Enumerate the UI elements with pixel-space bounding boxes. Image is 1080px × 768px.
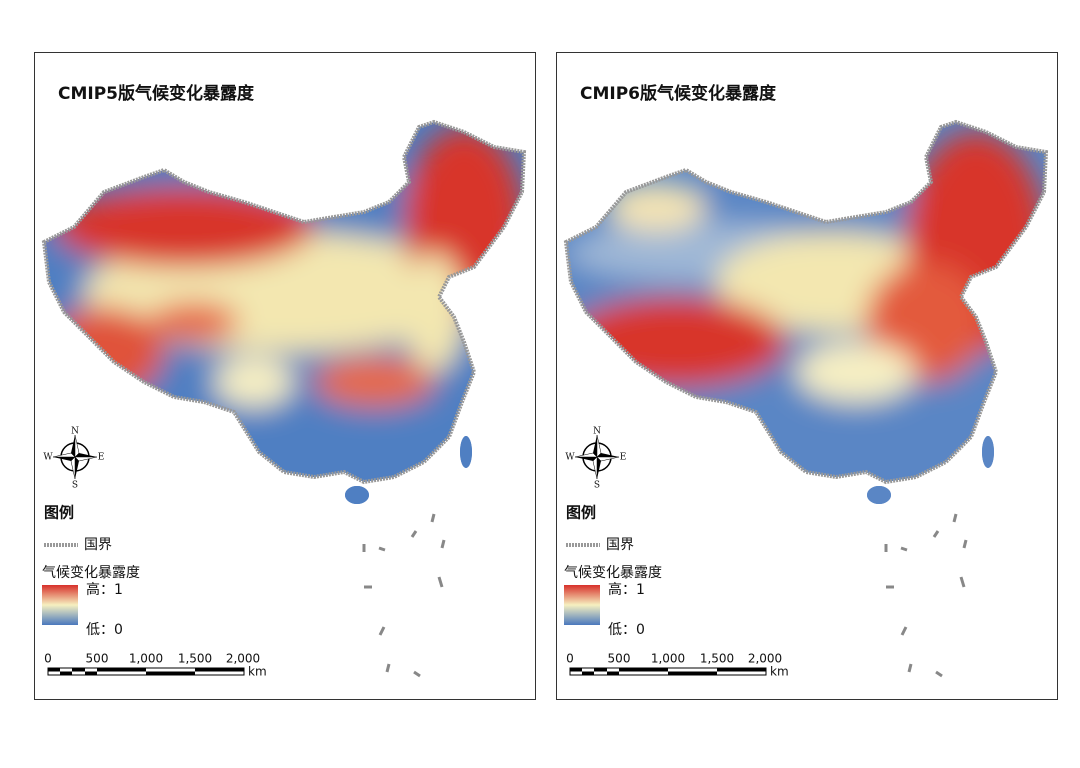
raster-blob <box>796 342 916 402</box>
islands <box>362 513 446 678</box>
compass-letter: E <box>620 453 627 463</box>
compass-letter: W <box>43 453 53 463</box>
legend-border-label: 国界 <box>606 537 634 553</box>
scale-label: 500 <box>86 652 109 666</box>
legend-low: 低：0 <box>608 622 645 638</box>
compass: N S E W <box>43 427 104 491</box>
compass-letter: S <box>72 481 78 491</box>
compass-letter: S <box>594 481 600 491</box>
scale-bar-segment <box>668 671 717 675</box>
scale-unit: km <box>770 665 789 679</box>
compass-letter: N <box>593 427 601 437</box>
legend-gradient <box>564 585 600 625</box>
raster-blob <box>606 182 706 232</box>
legend-low: 低：0 <box>86 622 123 638</box>
scale-bar-segment <box>97 668 146 672</box>
scale-label: 1,500 <box>700 652 734 666</box>
scale-bar-segment <box>607 671 619 675</box>
scale-bar-segment <box>570 668 582 672</box>
scale-label: 1,500 <box>178 652 212 666</box>
compass-letter: E <box>98 453 105 463</box>
islands <box>884 513 968 678</box>
scale-bar-segment <box>582 671 594 675</box>
raster-blob <box>54 187 314 267</box>
scale-unit: km <box>248 665 267 679</box>
scale-label: 2,000 <box>226 652 260 666</box>
scale-label: 0 <box>566 652 574 666</box>
scale-label: 1,000 <box>651 652 685 666</box>
legend-layer-label: 气候变化暴露度 <box>42 565 140 581</box>
scale-bar-segment <box>48 668 60 672</box>
scale-bar-segment <box>717 668 766 672</box>
compass-star-light <box>574 434 620 480</box>
legend-gradient <box>42 585 78 625</box>
compass-star-light <box>52 434 98 480</box>
legend-border-label: 国界 <box>84 537 112 553</box>
legend-high: 高：1 <box>608 581 645 598</box>
compass: N S E W <box>565 427 626 491</box>
panel-title: CMIP6版气候变化暴露度 <box>580 83 777 104</box>
legend-high: 高：1 <box>86 581 123 598</box>
scale-label: 0 <box>44 652 52 666</box>
legend-layer-label: 气候变化暴露度 <box>564 565 662 581</box>
scale-label: 2,000 <box>748 652 782 666</box>
raster-blob <box>214 357 294 407</box>
scale-bar-segment <box>594 668 607 672</box>
scale-bar-segment <box>619 668 668 672</box>
scale-bar-segment <box>195 668 244 672</box>
national-border <box>563 119 1049 485</box>
national-border <box>41 119 527 485</box>
legend-title: 图例 <box>44 504 74 522</box>
panel-title: CMIP5版气候变化暴露度 <box>58 83 255 104</box>
scale-bar-segment <box>85 671 97 675</box>
scale-label: 500 <box>608 652 631 666</box>
compass-letter: W <box>565 453 575 463</box>
compass-letter: N <box>71 427 79 437</box>
raster-blob <box>314 357 434 407</box>
scale-bar-segment <box>146 671 195 675</box>
scale-bar-segment <box>60 671 72 675</box>
scale-bar-segment <box>72 668 85 672</box>
scale-label: 1,000 <box>129 652 163 666</box>
legend-title: 图例 <box>566 504 596 522</box>
raster-blob <box>149 302 239 342</box>
